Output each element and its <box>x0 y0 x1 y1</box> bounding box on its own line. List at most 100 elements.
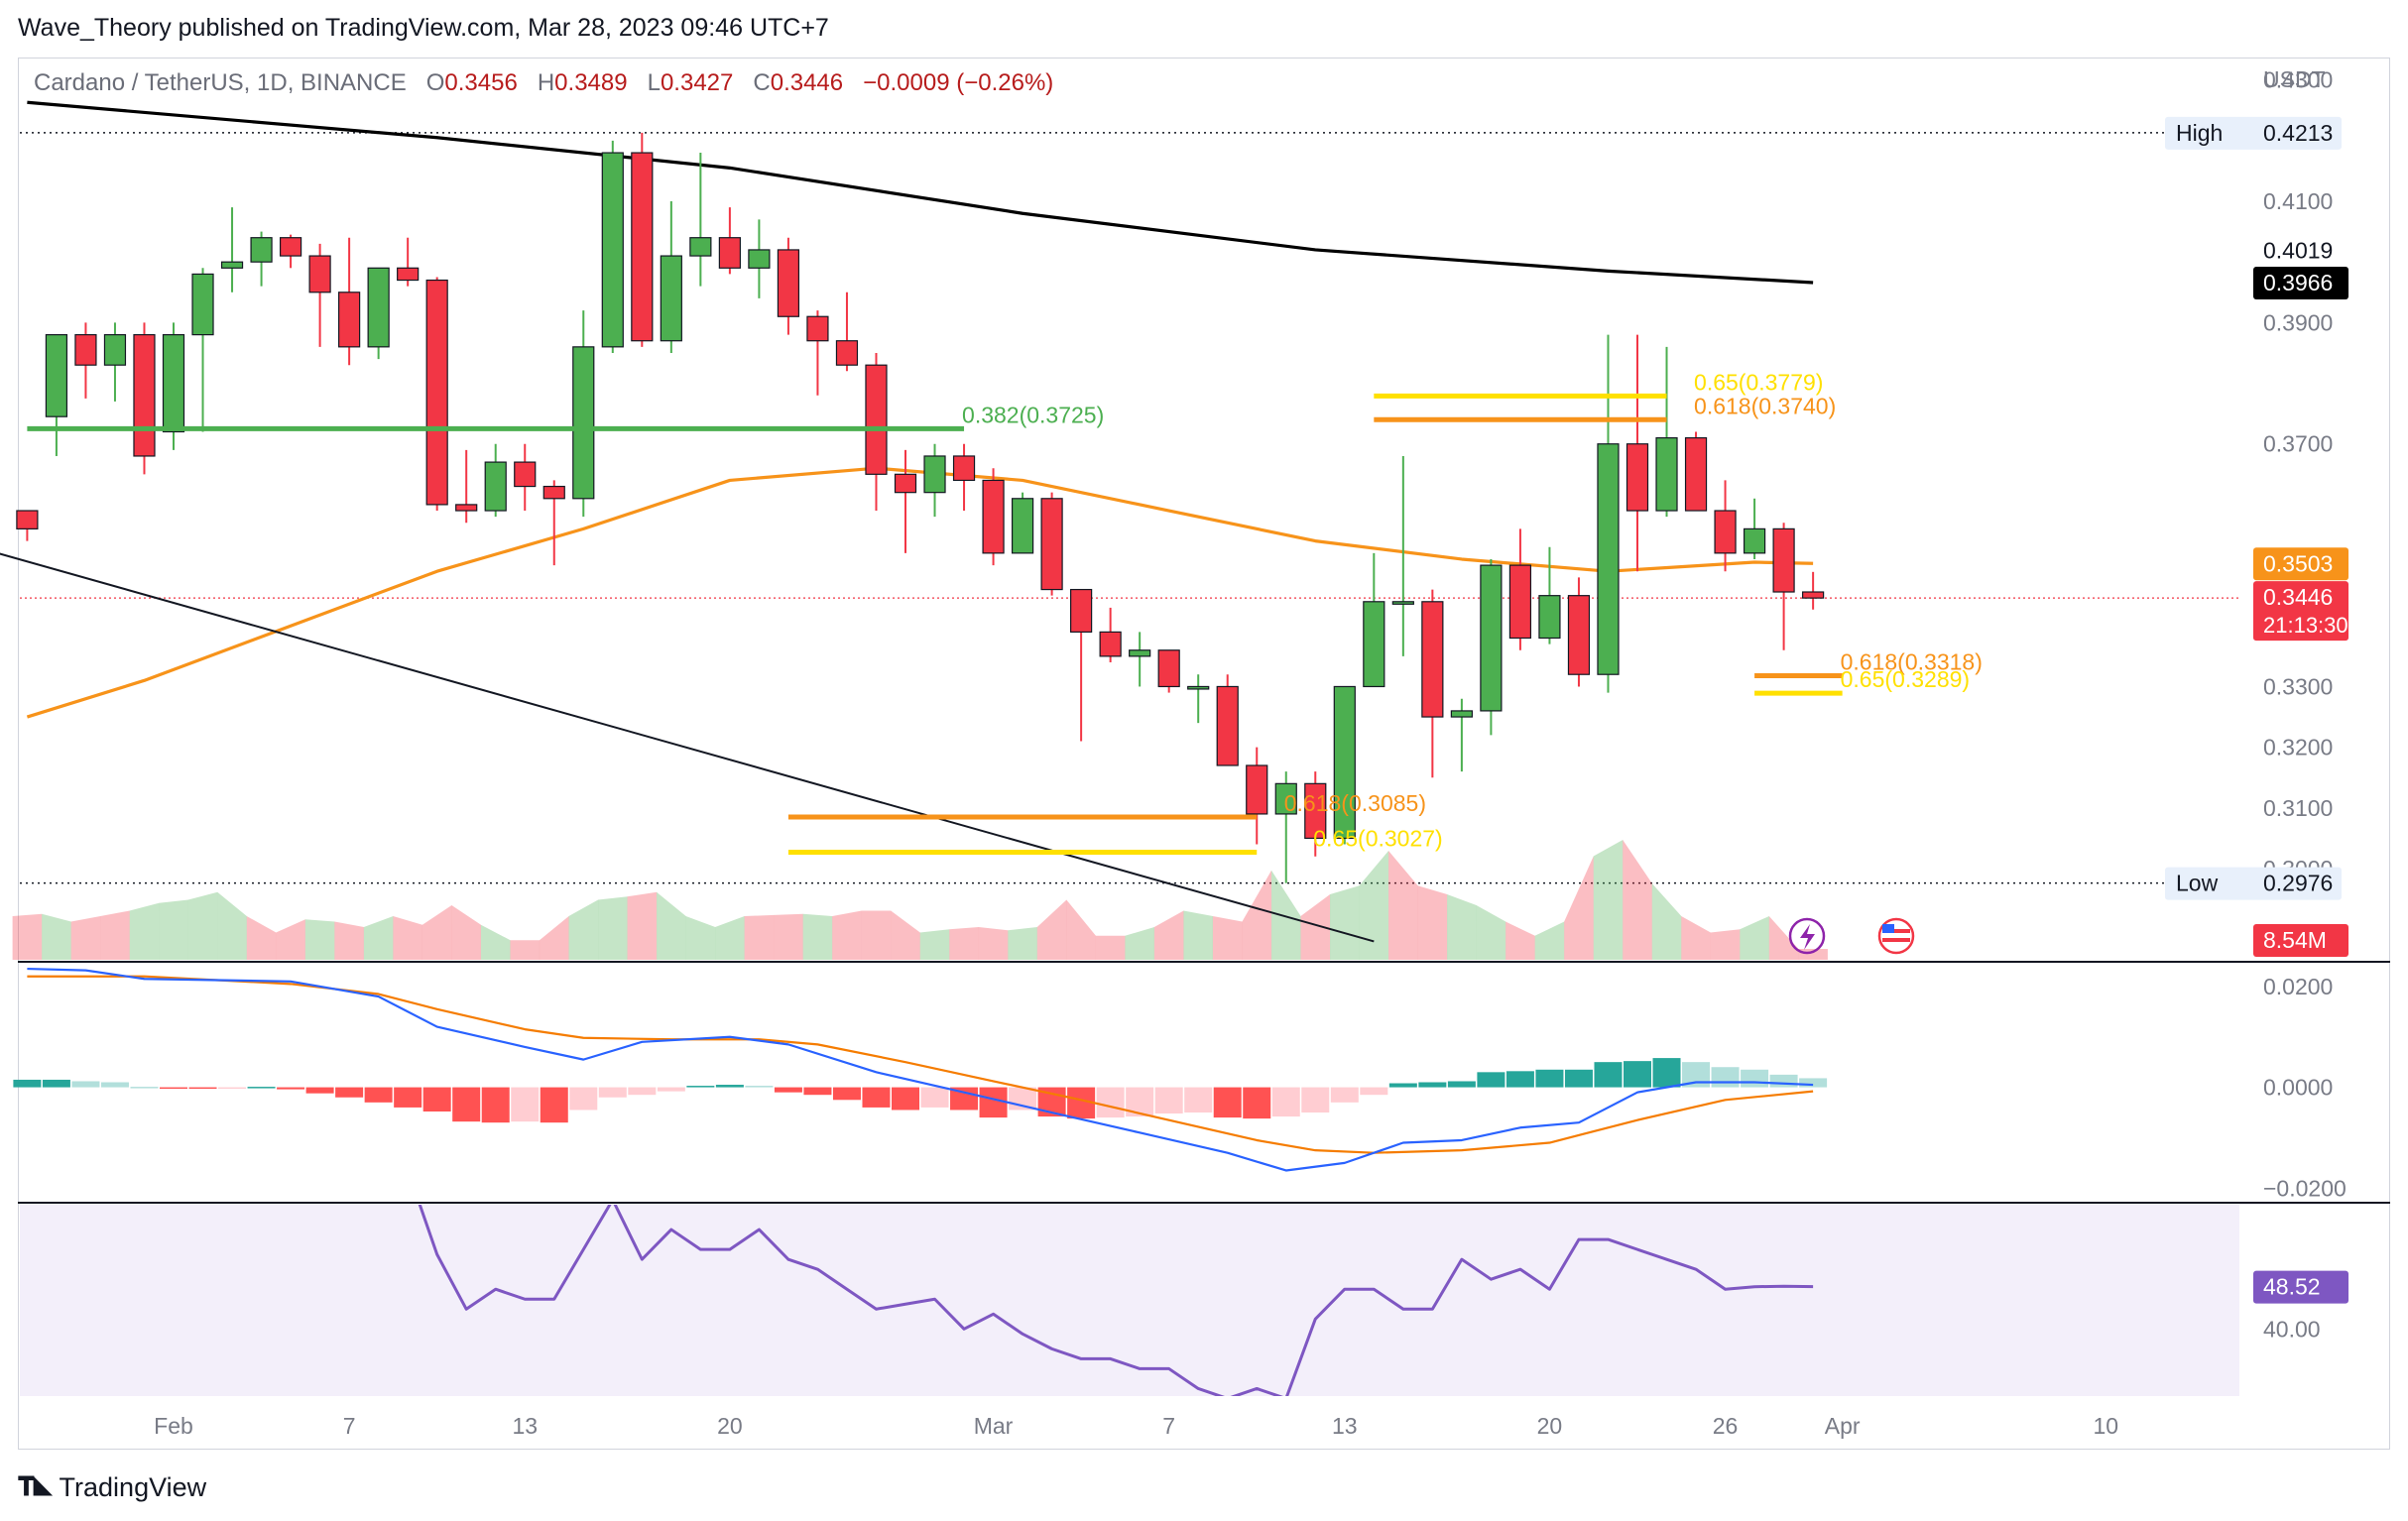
volume-bar <box>1359 851 1389 960</box>
ohlc-legend: Cardano / TetherUS, 1D, BINANCE O0.3456 … <box>34 69 1053 97</box>
macd-histogram-bar <box>100 1082 129 1088</box>
price-tag <box>2253 234 2348 268</box>
volume-bar <box>802 913 833 960</box>
macd-histogram-bar <box>1271 1087 1300 1117</box>
flag-canton <box>1882 924 1894 933</box>
candle-body <box>1333 685 1356 840</box>
x-tick-label: 26 <box>1713 1413 1739 1439</box>
x-tick-label: 20 <box>1537 1413 1563 1439</box>
price-tag <box>2253 581 2348 642</box>
price-tag-text: 0.3446 <box>2263 584 2333 610</box>
candle-body <box>923 455 946 494</box>
low-marker-box <box>2165 867 2342 900</box>
macd-histogram-bar <box>540 1087 568 1123</box>
macd-histogram-bar <box>774 1087 802 1093</box>
candle-body <box>894 473 917 494</box>
candle-body <box>660 255 682 342</box>
macd-tick-label: 0.0200 <box>2263 974 2333 999</box>
candle-body <box>397 267 420 282</box>
volume-bar <box>363 916 394 960</box>
volume-bar <box>12 913 43 960</box>
fib-level-label: 0.65(0.3779) <box>1694 369 1823 395</box>
candle-body <box>689 237 712 257</box>
candle-body <box>191 273 214 336</box>
rsi-value-text: 48.52 <box>2263 1274 2321 1300</box>
candle-body <box>1450 710 1473 718</box>
price-tag <box>2253 547 2348 581</box>
price-tag-text: 0.3503 <box>2263 550 2333 576</box>
candle-body <box>777 249 800 317</box>
ema50-line <box>26 466 1814 719</box>
x-tick-label: 7 <box>343 1413 356 1439</box>
close-value: 0.3446 <box>770 69 844 96</box>
macd-histogram-bar <box>422 1087 451 1112</box>
volume-bar <box>480 924 511 960</box>
volume-bar <box>744 914 775 960</box>
candle-body <box>1743 527 1766 554</box>
candle-body <box>952 455 976 482</box>
volume-bar <box>1447 894 1477 960</box>
macd-histogram-bar <box>1184 1087 1213 1113</box>
volume-tag <box>2253 924 2348 957</box>
candle-body <box>601 152 624 348</box>
high-marker-value: 0.4213 <box>2263 120 2333 146</box>
macd-histogram-bar <box>1594 1062 1623 1088</box>
macd-histogram-bar <box>1243 1087 1271 1119</box>
candle-body <box>16 510 39 529</box>
fib-level-label: 0.382(0.3725) <box>962 402 1104 427</box>
candle-body <box>425 279 448 506</box>
volume-bar <box>1564 856 1594 960</box>
candle-body <box>835 340 859 366</box>
macd-histogram-bar <box>188 1087 217 1090</box>
footer-brand[interactable]: 𝐓◣ TradingView <box>18 1471 206 1503</box>
candle-body <box>982 479 1005 554</box>
volume-bar <box>1212 916 1243 960</box>
lightning-icon-glyph <box>1800 924 1815 950</box>
volume-bar <box>1505 921 1535 960</box>
macd-tick-label: 0.0000 <box>2263 1075 2333 1101</box>
macd-histogram-bar <box>1447 1081 1476 1088</box>
fib-level-label: 0.618(0.3085) <box>1284 790 1426 816</box>
volume-bar <box>159 899 188 960</box>
high-value: 0.3489 <box>554 69 628 96</box>
volume-bar <box>1300 894 1331 960</box>
volume-bar <box>100 910 130 960</box>
macd-histogram-bar <box>1418 1082 1447 1088</box>
candle-body <box>1625 443 1649 512</box>
macd-histogram-bar <box>481 1087 510 1123</box>
candle-body <box>1099 631 1122 657</box>
fib-level-label: 0.65(0.3027) <box>1313 825 1442 851</box>
candle-body <box>865 364 888 475</box>
trendline <box>0 552 1375 943</box>
macd-histogram-bar <box>1624 1061 1651 1088</box>
candle-body <box>1597 443 1620 675</box>
macd-histogram-bar <box>1505 1071 1534 1088</box>
volume-bar <box>1768 916 1799 960</box>
volume-bar <box>510 940 541 960</box>
candle-body <box>133 334 156 457</box>
candle-body <box>806 315 829 342</box>
candle-body <box>718 237 741 269</box>
macd-histogram-bar <box>1711 1067 1740 1088</box>
macd-histogram-bar <box>42 1079 70 1088</box>
volume-bar <box>832 910 862 960</box>
low-label: L <box>647 69 661 96</box>
price-tag-text: 0.4019 <box>2263 238 2333 264</box>
fib-levels-layer: 0.382(0.3725) 0.65(0.3779)0.618(0.3740) 0.… <box>27 369 1983 855</box>
candle-body <box>74 334 97 366</box>
candle-body <box>1011 498 1034 554</box>
volume-bar <box>1036 899 1067 960</box>
change-value: −0.0009 (−0.26%) <box>863 69 1054 96</box>
macd-histogram-bar <box>745 1086 774 1088</box>
volume-bar <box>1593 840 1624 960</box>
x-tick-label: 20 <box>717 1413 743 1439</box>
candle-body <box>1567 595 1591 675</box>
volume-bar <box>451 905 481 960</box>
macd-histogram-bar <box>1769 1074 1798 1088</box>
macd-histogram-bar <box>1477 1072 1505 1088</box>
candle-body <box>1363 601 1385 688</box>
tradingview-logo-icon: 𝐓◣ <box>18 1471 54 1501</box>
macd-histogram-bar <box>71 1081 100 1088</box>
price-tag <box>2253 266 2348 299</box>
